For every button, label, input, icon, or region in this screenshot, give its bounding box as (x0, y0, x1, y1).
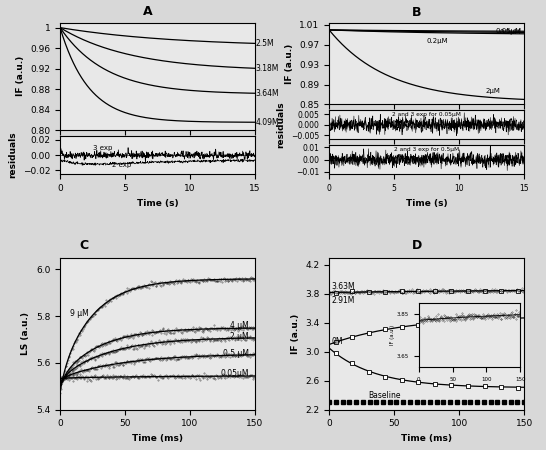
Text: 2 exp: 2 exp (112, 162, 131, 168)
X-axis label: Time (s): Time (s) (406, 198, 448, 207)
Text: 2μM: 2μM (485, 88, 500, 94)
Y-axis label: residuals: residuals (277, 101, 286, 148)
Text: A: A (143, 5, 153, 18)
Text: 9 μM: 9 μM (70, 309, 89, 318)
X-axis label: Time (ms): Time (ms) (401, 434, 452, 443)
Text: 2 μM: 2 μM (230, 333, 248, 342)
X-axis label: Time (s): Time (s) (136, 198, 179, 207)
Y-axis label: IF (a.u.): IF (a.u.) (16, 56, 25, 96)
Text: C: C (79, 238, 88, 252)
Text: 4 μM: 4 μM (230, 321, 248, 330)
Text: 0.05μM: 0.05μM (220, 369, 248, 378)
Text: 3.63M: 3.63M (332, 282, 355, 291)
Text: B: B (412, 6, 422, 19)
Text: D: D (412, 238, 422, 252)
Text: 0.5 μM: 0.5 μM (223, 349, 248, 358)
Y-axis label: LS (a.u.): LS (a.u.) (21, 312, 31, 355)
Text: 3 exp: 3 exp (93, 145, 112, 151)
Text: 2.5M: 2.5M (256, 39, 274, 48)
Y-axis label: IF (a.u.): IF (a.u.) (285, 43, 294, 84)
Text: 4.09M: 4.09M (256, 118, 280, 127)
Text: Baseline: Baseline (368, 391, 401, 400)
Text: 2 and 3 exp for 0.5μM: 2 and 3 exp for 0.5μM (394, 147, 459, 153)
Text: 0.2μM: 0.2μM (426, 38, 448, 45)
Y-axis label: residuals: residuals (8, 132, 17, 178)
Text: 3.64M: 3.64M (256, 89, 280, 98)
X-axis label: Time (ms): Time (ms) (132, 434, 183, 443)
Text: 0M: 0M (332, 338, 343, 346)
Y-axis label: IF (a.u.): IF (a.u.) (290, 314, 300, 354)
Text: 0.5μM: 0.5μM (500, 29, 521, 36)
Text: 0.05μM: 0.05μM (495, 28, 521, 34)
Text: 2.91M: 2.91M (332, 296, 355, 305)
Text: 3.18M: 3.18M (256, 64, 279, 73)
Text: 2 and 3 exp for 0.05μM: 2 and 3 exp for 0.05μM (392, 112, 461, 117)
